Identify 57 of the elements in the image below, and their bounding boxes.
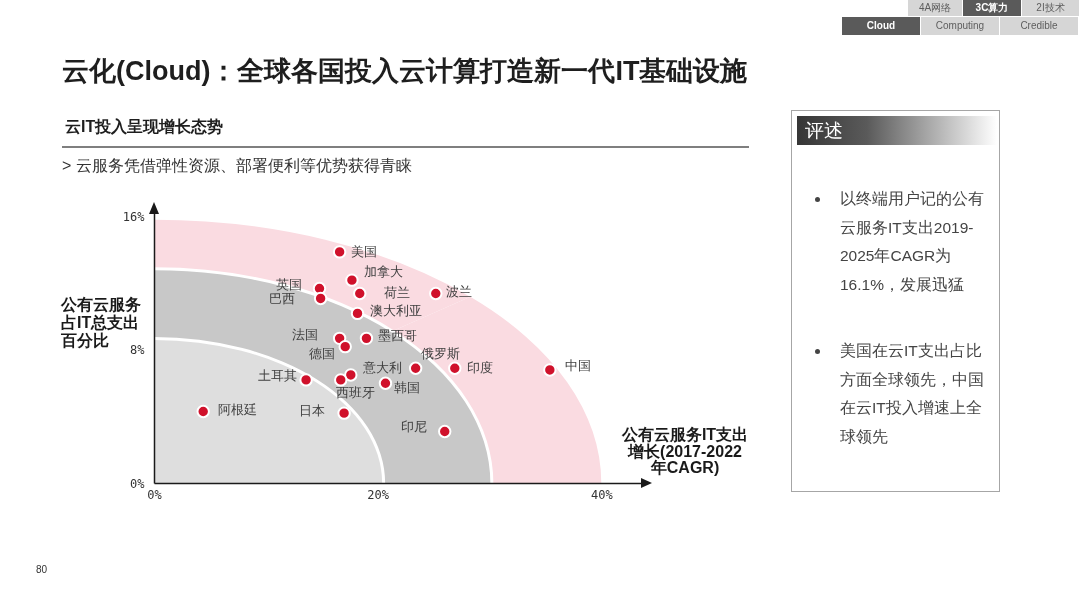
point (337, 406, 351, 420)
point (196, 404, 210, 419)
series-label: 土耳其 (258, 368, 298, 383)
series-label: 意大利 (361, 360, 402, 375)
text: Computing (921, 17, 1000, 35)
series-label: 印尼 (400, 420, 427, 435)
text: 美国在云IT支出占比方面全球领先，中国在云IT投入增速上全球领先 (840, 342, 984, 445)
point (438, 424, 452, 439)
series-label: 加拿大 (363, 265, 403, 280)
point (448, 361, 462, 375)
text: 评述 (797, 116, 997, 145)
text: Credible (1000, 17, 1079, 35)
point (299, 373, 313, 387)
series-label: 俄罗斯 (420, 347, 460, 362)
text: 80 (36, 564, 48, 575)
point (344, 368, 358, 382)
point (543, 363, 557, 377)
point (429, 286, 443, 301)
series-label: 巴西 (268, 292, 295, 307)
text: 以终端用户记的公有云服务IT支出2019-2025年CAGR为16.1%，发展迅猛 (840, 190, 984, 293)
text: 3C算力 (963, 0, 1022, 16)
series-label: 中国 (564, 358, 591, 373)
series-label: 日本 (299, 404, 326, 419)
series-label: 墨西哥 (378, 329, 418, 344)
x-tick-label: 20% (367, 487, 390, 502)
series-label: 西班牙 (336, 385, 376, 400)
chart-title: 云化(Cloud)：全球各国投入云计算打造新一代IT基础设施 (62, 55, 748, 88)
point (334, 373, 348, 387)
series-label: 荷兰 (383, 286, 410, 301)
series-label: 德国 (309, 346, 336, 361)
y-tick-label: 16% (122, 210, 146, 225)
chart-subtitle: 云IT投入呈现增长态势 (65, 117, 224, 137)
y-tick-label: 0% (130, 476, 146, 491)
point (378, 376, 393, 390)
series-label: 波兰 (445, 285, 472, 300)
point (350, 306, 365, 321)
x-tick-label: 40% (590, 487, 614, 502)
point (408, 361, 423, 375)
text: > 云服务凭借弹性资源、部署便利等优势获得青睐 (62, 156, 412, 176)
series-label: 阿根廷 (218, 402, 258, 417)
text: Cloud (842, 17, 921, 35)
series-label: 美国 (350, 243, 377, 259)
series-label: 澳大利亚 (369, 304, 422, 319)
series-label: 印度 (466, 360, 493, 376)
point (313, 291, 328, 306)
x-axis-title: 公有云服务IT支出增长(2017-2022年CAGR) (621, 426, 749, 477)
text: 4A网络 (908, 0, 963, 16)
point (332, 245, 347, 259)
point (353, 286, 367, 301)
point (359, 331, 374, 346)
point (345, 273, 359, 287)
series-label: 英国 (276, 278, 303, 293)
text: 2I技术 (1022, 0, 1080, 16)
series-label: 韩国 (394, 381, 421, 396)
point (338, 339, 352, 354)
x-tick-label: 0% (147, 487, 163, 502)
series-label: 法国 (291, 328, 318, 343)
